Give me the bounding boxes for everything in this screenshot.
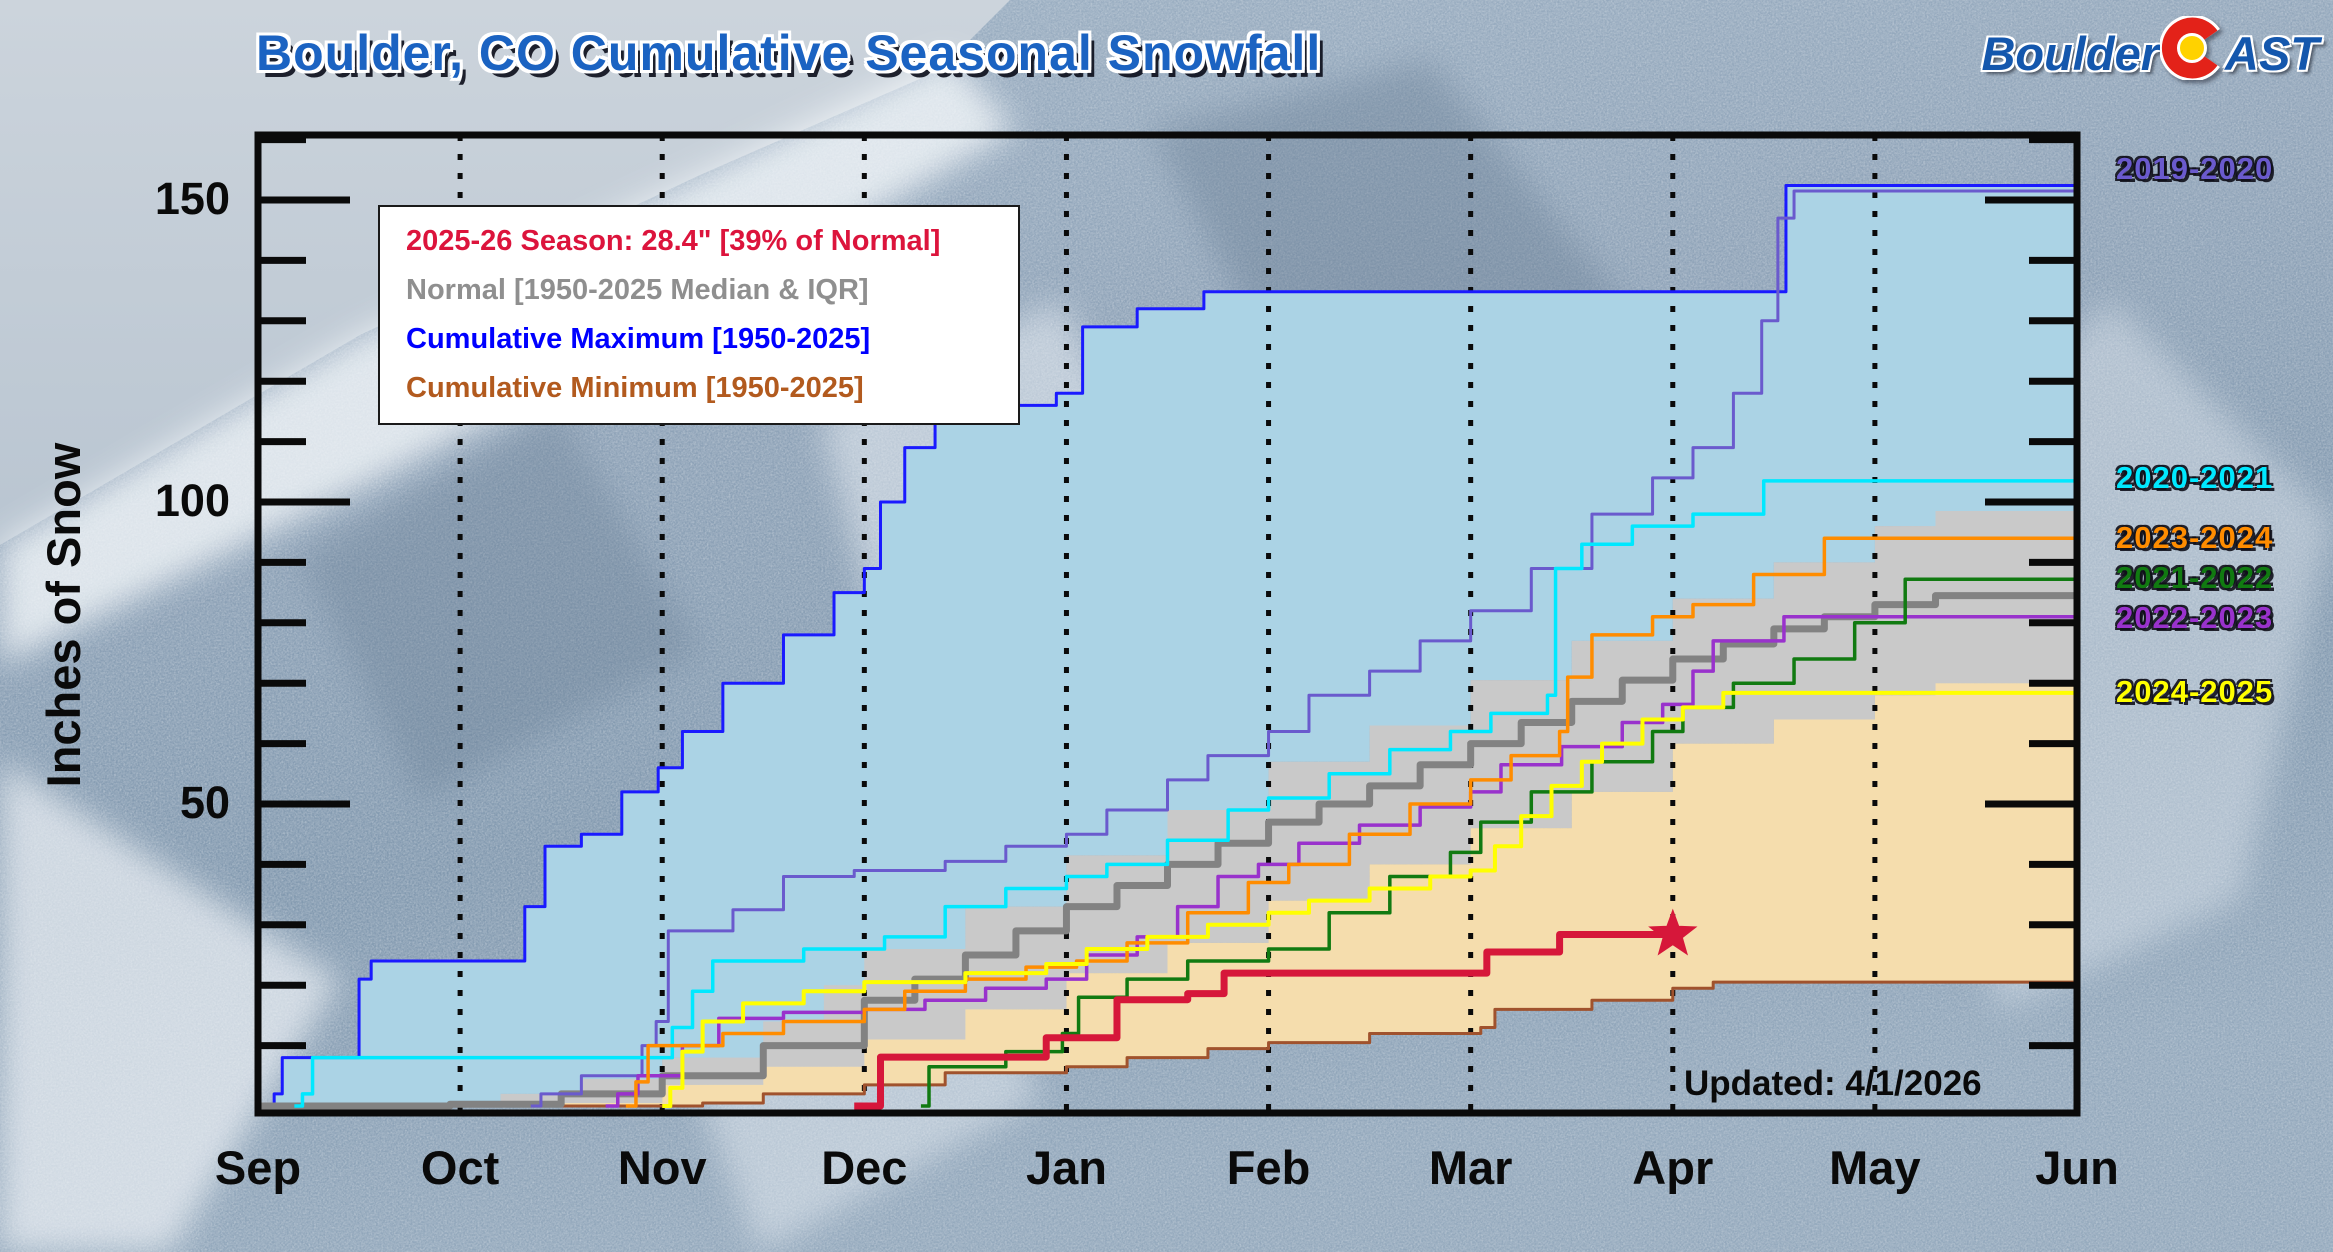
x-tick-label-Jan: Jan — [1025, 1141, 1107, 1194]
season-label-2019-2020: 2019-2020 — [2116, 151, 2274, 186]
season-label-2024-2025: 2024-2025 — [2116, 674, 2274, 709]
page-title: Boulder, CO Cumulative Seasonal Snowfall — [256, 25, 1322, 81]
legend-item-2: Cumulative Maximum [1950-2025] — [406, 323, 871, 355]
series-line-s2021 — [920, 577, 2077, 1108]
season-label-2021-2022: 2021-2022 — [2116, 560, 2274, 595]
series-line-s2023 — [625, 536, 2077, 1108]
legend-item-0: 2025-26 Season: 28.4" [39% of Normal] — [406, 225, 941, 257]
x-tick-label-Dec: Dec — [821, 1141, 908, 1194]
plot-inner — [258, 135, 2077, 1113]
legend-item-1: Normal [1950-2025 Median & IQR] — [406, 274, 869, 306]
x-tick-label-Sep: Sep — [214, 1141, 302, 1194]
season-label-2020-2021: 2020-2021 — [2116, 460, 2274, 495]
series-line-s2019 — [530, 189, 2077, 1108]
iqr-band — [258, 511, 2077, 1106]
legend-box: 2025-26 Season: 28.4" [39% of Normal] Nor… — [378, 205, 1020, 425]
y-tick-label-150: 150 — [154, 173, 230, 224]
updated-timestamp: Updated: 4/1/2026 — [1684, 1064, 1982, 1103]
legend-item-3: Cumulative Minimum [1950-2025] — [406, 372, 864, 404]
y-axis-title: Inches of Snow — [37, 442, 90, 788]
plot-area — [254, 131, 2081, 1117]
series-line-s2024 — [662, 690, 2077, 1108]
series-line-max_1950_2025 — [258, 184, 2077, 1108]
colorado-c-icon — [2158, 14, 2224, 91]
logo-text-ast: AST — [2225, 27, 2319, 80]
season-label-2022-2023: 2022-2023 — [2116, 600, 2274, 635]
y-tick-label-50: 50 — [179, 777, 230, 828]
x-tick-label-Oct: Oct — [420, 1141, 500, 1194]
bouldercast-logo: Boulder AST — [1981, 14, 2319, 91]
y-tick-label-100: 100 — [154, 475, 230, 526]
x-tick-label-Apr: Apr — [1632, 1141, 1714, 1194]
max-band — [258, 185, 2077, 1106]
plot-border — [254, 131, 2081, 1117]
x-tick-label-Feb: Feb — [1226, 1141, 1311, 1194]
x-tick-label-Mar: Mar — [1428, 1141, 1513, 1194]
series-line-median — [258, 592, 2077, 1110]
x-tick-label-May: May — [1829, 1141, 1921, 1194]
x-tick-label-Jun: Jun — [2035, 1141, 2119, 1194]
series-line-min_1950_2025 — [258, 980, 2077, 1108]
logo-text-boulder: Boulder — [1981, 27, 2159, 80]
series-line-s2025 — [854, 930, 1673, 1110]
season-label-2023-2024: 2023-2024 — [2116, 520, 2274, 555]
current-season-star-marker — [1648, 908, 1698, 956]
x-tick-label-Nov: Nov — [617, 1141, 707, 1194]
series-line-s2020 — [294, 479, 2077, 1108]
